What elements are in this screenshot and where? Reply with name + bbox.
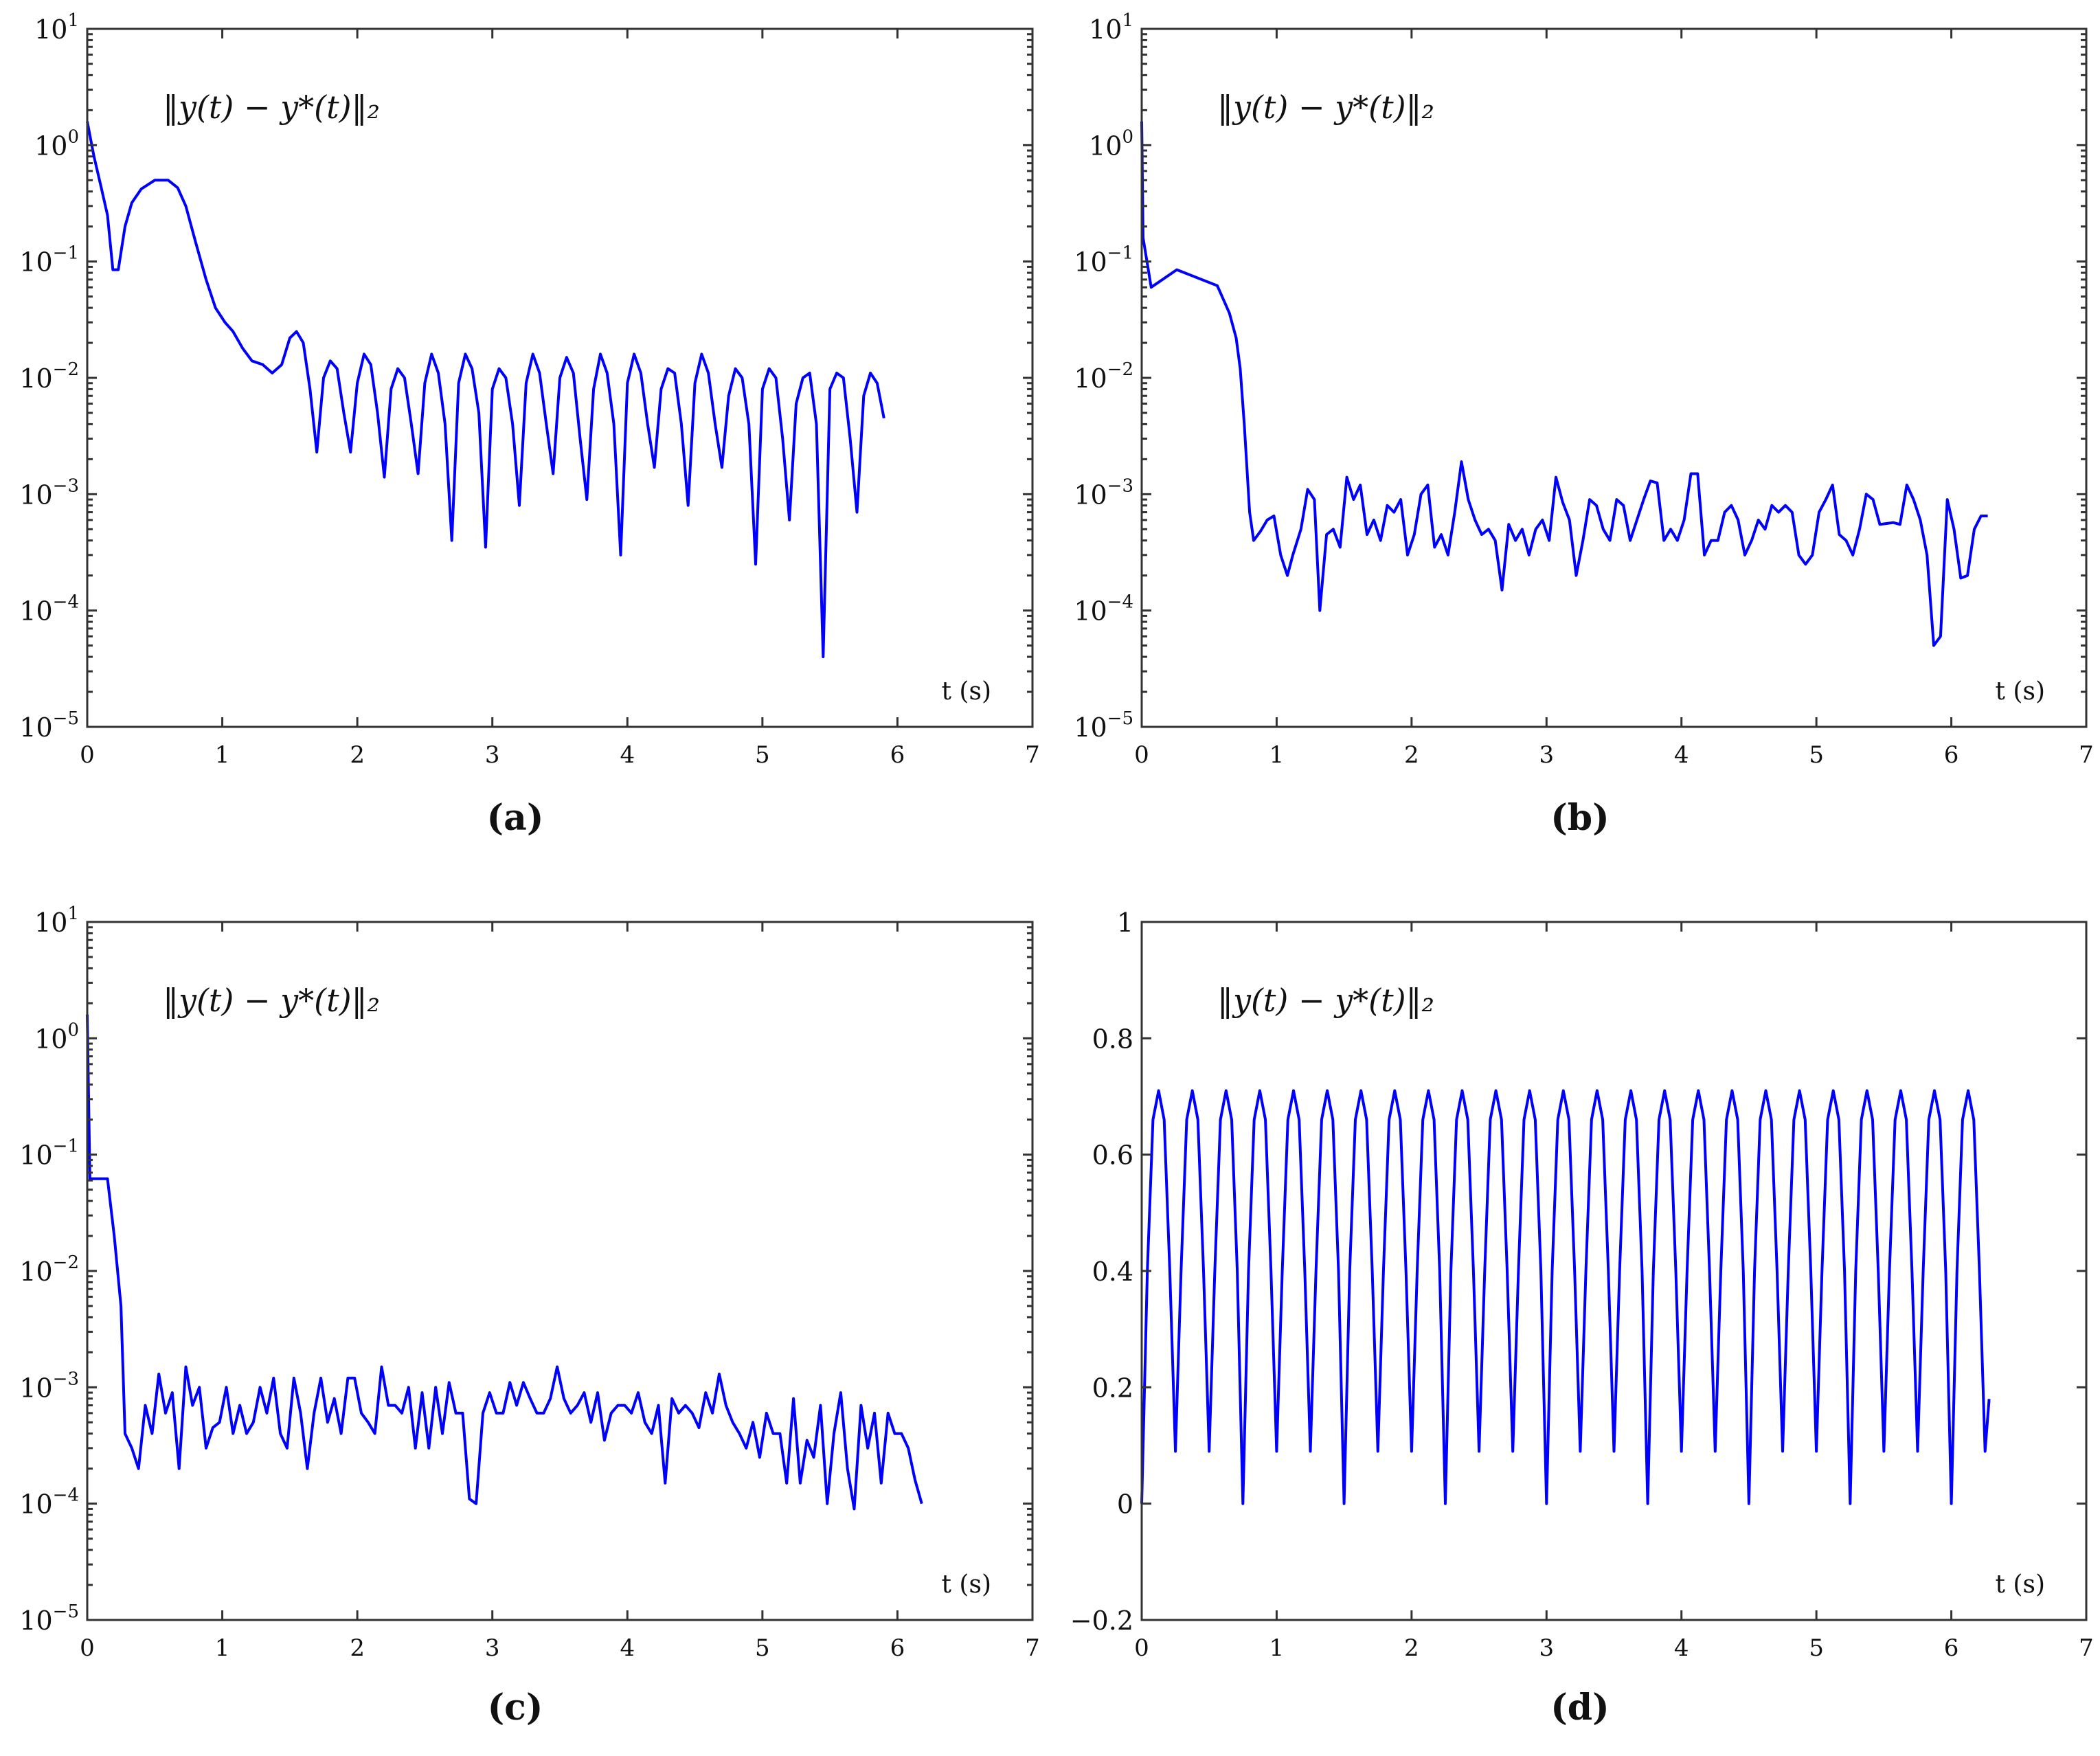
x-tick-label: 7: [2079, 1634, 2094, 1662]
y-tick-label: 10−2: [19, 359, 79, 394]
y-tick-label: 101: [1089, 10, 1133, 45]
y-tick-label: 10−5: [1074, 708, 1133, 743]
y-tick-label: 10−5: [19, 1601, 79, 1636]
x-tick-label: 2: [350, 741, 365, 769]
x-tick-label: 4: [620, 741, 635, 769]
y-tick-label: 10−4: [19, 1485, 79, 1520]
y-tick-label: 101: [34, 903, 79, 938]
data-series-line: [86, 1014, 923, 1511]
x-tick-label: 2: [1404, 741, 1419, 769]
y-tick-label: 0.8: [1092, 1024, 1133, 1054]
x-axis-label: t (s): [942, 677, 991, 706]
x-tick-label: 5: [755, 741, 770, 769]
data-series-line: [1140, 1089, 1991, 1505]
x-tick-label: 1: [215, 1634, 230, 1662]
axes-frame: [86, 921, 1034, 1621]
y-tick-label: 10−2: [19, 1252, 79, 1287]
data-series-line: [86, 121, 885, 659]
chart-a: 0 1 2 3 4 5 6 7 10−5 10−4 10−3 10−2 10−1 100 101 ‖y(t) …: [19, 10, 1040, 769]
axes-frame: [1140, 27, 2088, 728]
x-tick-label: 0: [1134, 1634, 1149, 1662]
y-tick-label: 0.6: [1092, 1140, 1133, 1171]
y-tick-label: 10−4: [19, 592, 79, 627]
x-tick-label: 3: [485, 1634, 500, 1662]
x-tick-label: 2: [1404, 1634, 1419, 1662]
x-tick-label: 0: [80, 741, 95, 769]
x-tick-label: 6: [1944, 741, 1959, 769]
x-tick-label: 4: [1674, 1634, 1689, 1662]
y-tick-label: 10−2: [1074, 359, 1133, 394]
caption-c: (c): [487, 1687, 543, 1729]
caption-b: (b): [1550, 797, 1610, 839]
y-tick-label: 1: [1117, 908, 1133, 938]
y-tick-label: 10−3: [19, 475, 79, 510]
x-tick-label: 3: [1539, 741, 1554, 769]
x-tick-label: 1: [215, 741, 230, 769]
y-tick-label: 10−5: [19, 708, 79, 743]
y-tick-label: 10−1: [19, 1136, 79, 1171]
caption-d: (d): [1550, 1687, 1610, 1729]
x-tick-label: 6: [890, 1634, 905, 1662]
y-tick-label: 10−1: [19, 243, 79, 278]
x-tick-label: 0: [80, 1634, 95, 1662]
norm-annotation: ‖y(t) − y*(t)‖₂: [163, 89, 380, 126]
y-tick-label: 10−3: [19, 1369, 79, 1403]
x-tick-label: 6: [890, 741, 905, 769]
y-tick-label: 10−4: [1074, 592, 1133, 627]
y-tick-label: 10−3: [1074, 475, 1133, 510]
x-tick-label: 0: [1134, 741, 1149, 769]
x-tick-label: 3: [1539, 1634, 1554, 1662]
data-series-line: [1140, 121, 1988, 647]
x-axis-label: t (s): [1996, 1571, 2045, 1599]
y-tick-label: 0.2: [1092, 1373, 1133, 1403]
x-tick-label: 2: [350, 1634, 365, 1662]
x-tick-label: 7: [2079, 741, 2094, 769]
x-tick-label: 5: [1809, 741, 1824, 769]
x-axis-label: t (s): [942, 1571, 991, 1599]
chart-d: 0 1 2 3 4 5 6 7−0.200.20.40.60.81‖y(t) − y*(t)‖…: [1070, 908, 2094, 1662]
y-tick-label: 0.4: [1092, 1257, 1133, 1287]
x-tick-label: 3: [485, 741, 500, 769]
x-tick-label: 4: [620, 1634, 635, 1662]
x-tick-label: 7: [1025, 1634, 1040, 1662]
norm-annotation: ‖y(t) − y*(t)‖₂: [163, 982, 380, 1019]
x-tick-label: 1: [1269, 1634, 1285, 1662]
y-tick-label: 101: [34, 10, 79, 45]
y-tick-label: 100: [34, 126, 79, 161]
norm-annotation: ‖y(t) − y*(t)‖₂: [1217, 89, 1434, 126]
caption-a: (a): [486, 797, 544, 839]
x-tick-label: 6: [1944, 1634, 1959, 1662]
x-tick-label: 5: [755, 1634, 770, 1662]
y-tick-label: 100: [34, 1020, 79, 1054]
y-tick-label: 10−1: [1074, 243, 1133, 278]
y-tick-label: 0: [1117, 1489, 1133, 1520]
chart-b: 0 1 2 3 4 5 6 7 10−5 10−4 10−3 10−2 10−1 100 101 ‖y(t) …: [1074, 10, 2094, 769]
x-tick-label: 1: [1269, 741, 1285, 769]
x-tick-label: 4: [1674, 741, 1689, 769]
x-axis-label: t (s): [1996, 677, 2045, 706]
y-tick-label: −0.2: [1070, 1606, 1133, 1636]
y-tick-label: 100: [1089, 126, 1133, 161]
chart-c: 0 1 2 3 4 5 6 7 10−5 10−4 10−3 10−2 10−1 100 101 ‖y(t) …: [19, 903, 1040, 1662]
norm-annotation: ‖y(t) − y*(t)‖₂: [1217, 982, 1434, 1019]
x-tick-label: 7: [1025, 741, 1040, 769]
x-tick-label: 5: [1809, 1634, 1824, 1662]
